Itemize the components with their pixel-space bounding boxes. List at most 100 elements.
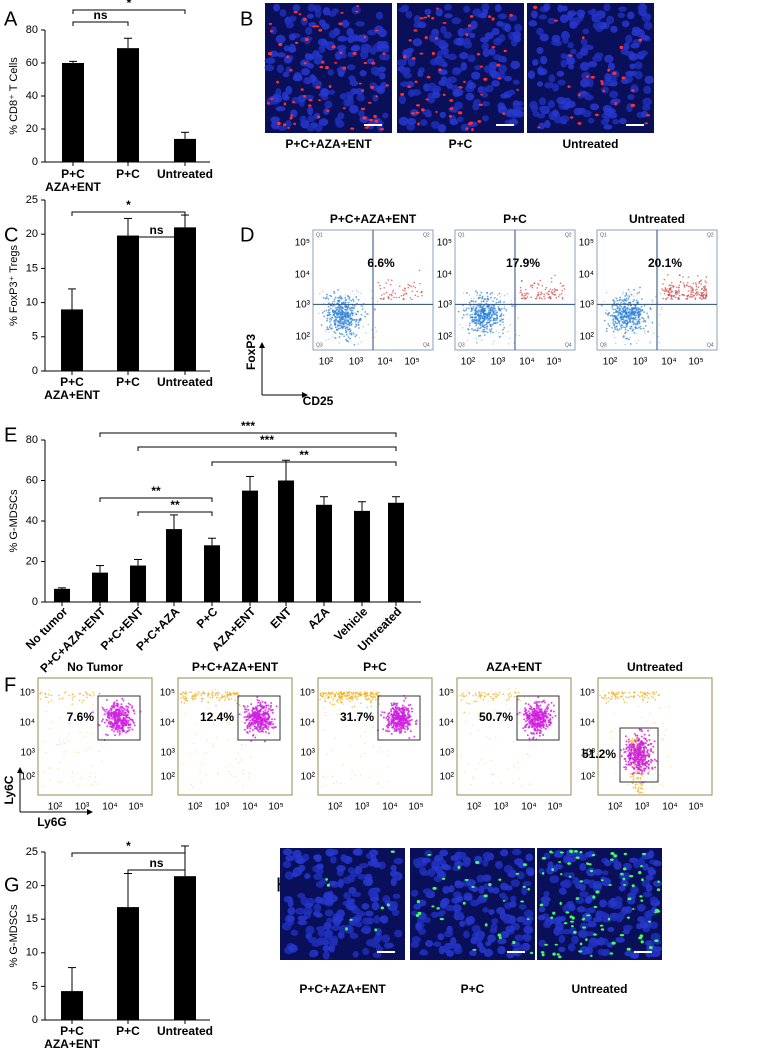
stain (458, 86, 463, 89)
event (697, 286, 700, 288)
event (667, 273, 669, 276)
event (264, 715, 267, 718)
event (394, 292, 397, 295)
event (476, 327, 479, 330)
event (82, 699, 85, 702)
event (499, 301, 501, 304)
event (89, 694, 92, 696)
event (68, 732, 70, 734)
event (694, 289, 697, 291)
stain (539, 903, 544, 907)
event (201, 763, 204, 766)
event (194, 694, 197, 697)
event (341, 326, 343, 329)
event (387, 754, 390, 756)
event (603, 319, 606, 322)
x-tick-label: 10² (328, 802, 343, 813)
event (341, 306, 344, 309)
nucleus (640, 50, 648, 57)
event (249, 719, 252, 722)
event (476, 320, 479, 323)
stain (363, 61, 368, 65)
event (349, 745, 351, 747)
event (492, 317, 495, 320)
event (387, 715, 390, 718)
event (620, 301, 623, 304)
stain (607, 68, 611, 72)
event (604, 312, 607, 315)
event (625, 315, 628, 318)
event (483, 324, 486, 327)
event (607, 314, 610, 316)
nucleus (579, 61, 590, 71)
nucleus (349, 76, 357, 86)
nucleus (579, 47, 589, 56)
event (250, 703, 253, 706)
nucleus (417, 70, 424, 77)
event (478, 318, 481, 321)
event (344, 311, 347, 313)
event (473, 297, 475, 300)
nucleus (300, 37, 307, 43)
event (612, 322, 614, 324)
event (230, 774, 232, 776)
stain (373, 114, 377, 118)
event (667, 294, 670, 297)
x-tick-label: 10² (603, 357, 618, 368)
event (465, 694, 468, 697)
significance-label: ns (93, 8, 107, 22)
event (331, 301, 334, 303)
stain (586, 862, 589, 865)
nucleus (287, 907, 296, 915)
event (618, 309, 621, 312)
event (259, 704, 262, 707)
nucleus (343, 891, 351, 900)
nucleus (306, 63, 314, 69)
event (57, 767, 60, 769)
event (347, 315, 350, 318)
nucleus (624, 50, 632, 56)
y-tick-label: 10⁴ (437, 270, 452, 281)
nucleus (457, 116, 464, 123)
event (614, 320, 617, 323)
nucleus (525, 853, 533, 862)
event (509, 692, 512, 695)
event (625, 292, 628, 295)
stain (575, 897, 580, 900)
stain (569, 849, 574, 853)
event (360, 292, 362, 294)
event (247, 715, 250, 718)
event (624, 328, 627, 331)
event (407, 717, 410, 720)
nucleus (328, 30, 337, 39)
event (502, 332, 504, 335)
event (549, 297, 552, 300)
event (128, 716, 131, 719)
event (627, 311, 630, 314)
x-tick-label: 10⁴ (661, 357, 676, 368)
event (499, 296, 501, 298)
nucleus (644, 913, 652, 923)
nucleus (326, 917, 333, 924)
event (495, 692, 497, 694)
stain (619, 45, 624, 50)
nucleus (452, 891, 462, 898)
event (495, 311, 498, 314)
stain (267, 52, 273, 56)
event (350, 323, 353, 326)
event (348, 307, 351, 310)
event (329, 326, 332, 329)
event (457, 310, 460, 313)
y-tick-label: 0 (32, 596, 38, 608)
event (106, 725, 109, 728)
event (118, 730, 121, 733)
quadrant-label: Q3 (600, 342, 607, 348)
event (639, 327, 642, 330)
nucleus (435, 911, 445, 917)
event (39, 692, 41, 695)
event (698, 282, 700, 284)
event (544, 297, 546, 300)
stain (478, 103, 484, 106)
event (249, 692, 252, 694)
event (406, 728, 409, 731)
